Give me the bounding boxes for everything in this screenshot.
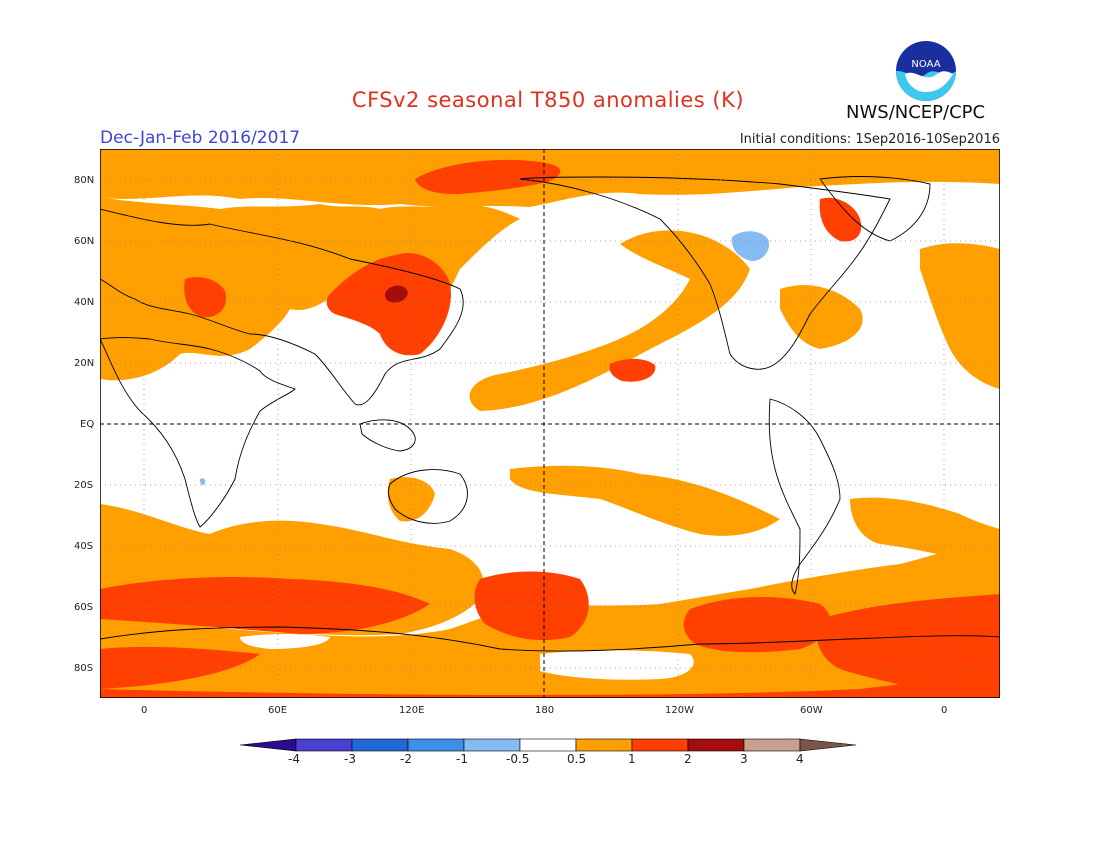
- colorbar-label: -0.5: [506, 752, 530, 766]
- lon-label: 0: [141, 705, 148, 716]
- antarctic-white-patch: [240, 634, 330, 649]
- anomaly-fill-0p5-1: [100, 149, 1000, 698]
- lat-label: 80N: [74, 175, 95, 186]
- colorbar-label: -3: [344, 752, 356, 766]
- anomaly-map: [100, 149, 1000, 698]
- anomaly-fill-1-2: [100, 159, 1000, 698]
- colorbar-cell: [687, 738, 745, 752]
- colorbar-label: 0.5: [567, 752, 587, 766]
- colorbar: [240, 738, 857, 752]
- lat-label: 20N: [74, 358, 95, 369]
- lat-label: 80S: [74, 663, 94, 674]
- colorbar-cell: [631, 738, 689, 752]
- colorbar-label: -4: [288, 752, 300, 766]
- season-label: Dec-Jan-Feb 2016/2017: [100, 128, 301, 148]
- colorbar-cell: [575, 738, 633, 752]
- colorbar-label: -1: [456, 752, 468, 766]
- noaa-logo-icon: NOAA: [896, 41, 956, 101]
- lon-label: 0: [941, 705, 948, 716]
- map-title: CFSv2 seasonal T850 anomalies (K): [351, 88, 745, 112]
- colorbar-label: -2: [400, 752, 412, 766]
- colorbar-arrow-low: [240, 738, 297, 752]
- lat-label: 60S: [74, 602, 94, 613]
- colorbar-label: 1: [628, 752, 636, 766]
- lat-label: 40S: [74, 541, 94, 552]
- lat-label: 60N: [74, 236, 95, 247]
- lon-label: 60W: [800, 705, 823, 716]
- anomaly-fill-neg: [200, 231, 770, 486]
- colorbar-cell: [463, 738, 521, 752]
- colorbar-cell: [351, 738, 409, 752]
- colorbar-cell: [519, 738, 577, 752]
- lat-label: 20S: [74, 480, 94, 491]
- antarctic-white-patch: [540, 650, 694, 680]
- lon-label: 60E: [268, 705, 288, 716]
- initial-conditions-label: Initial conditions: 1Sep2016-10Sep2016: [739, 132, 1000, 147]
- graticule: [100, 149, 1000, 698]
- svg-text:NOAA: NOAA: [911, 59, 940, 70]
- lat-label: 40N: [74, 297, 95, 308]
- colorbar-arrow-high: [799, 738, 857, 752]
- colorbar-cell: [407, 738, 465, 752]
- lon-label: 180: [535, 705, 555, 716]
- coastlines: [100, 176, 1000, 652]
- agency-label: NWS/NCEP/CPC: [846, 102, 986, 123]
- anomaly-fill-2-3: [385, 285, 408, 303]
- lon-label: 120W: [665, 705, 694, 716]
- colorbar-label: 4: [796, 752, 804, 766]
- colorbar-cell: [743, 738, 801, 752]
- colorbar-label: 3: [740, 752, 748, 766]
- lat-label: EQ: [80, 419, 95, 430]
- colorbar-cell: [295, 738, 353, 752]
- lon-label: 120E: [399, 705, 425, 716]
- colorbar-label: 2: [684, 752, 692, 766]
